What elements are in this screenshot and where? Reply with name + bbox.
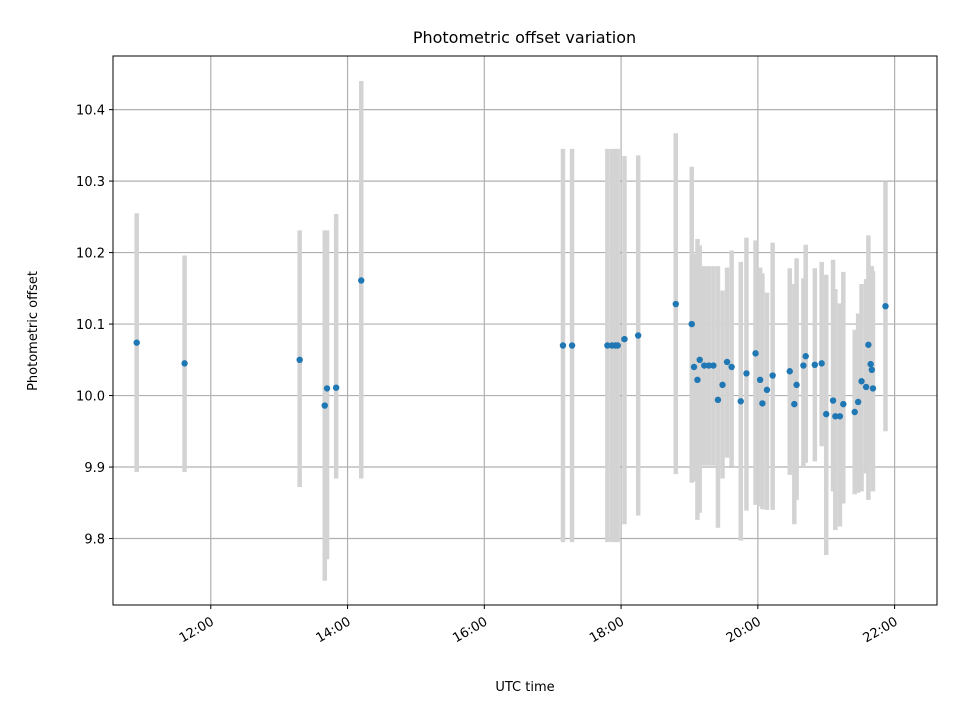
x-tick-label: 18:00 bbox=[587, 614, 627, 646]
data-point bbox=[793, 381, 800, 389]
x-tick-label: 20:00 bbox=[724, 614, 764, 646]
data-point bbox=[769, 372, 776, 379]
data-point bbox=[559, 342, 567, 349]
y-tick-label: 10.1 bbox=[76, 318, 105, 333]
data-point bbox=[714, 396, 722, 404]
y-tick-label: 10.4 bbox=[76, 104, 105, 119]
data-point bbox=[882, 302, 889, 310]
data-point bbox=[858, 378, 865, 385]
x-axis-ticks: 12:00 14:00 16:00 18:00 20:00 22:00 bbox=[177, 605, 901, 646]
data-point bbox=[802, 353, 809, 360]
data-point bbox=[296, 356, 303, 364]
y-tick-label: 10.3 bbox=[76, 175, 105, 190]
data-point bbox=[723, 358, 731, 366]
data-point bbox=[756, 376, 764, 384]
data-point bbox=[800, 362, 807, 369]
y-axis-label: Photometric offset bbox=[26, 271, 41, 391]
y-tick-label: 10.0 bbox=[76, 390, 105, 405]
data-point bbox=[763, 386, 771, 394]
data-point bbox=[823, 410, 830, 418]
data-point bbox=[851, 408, 858, 416]
data-point bbox=[818, 360, 825, 367]
data-point bbox=[710, 362, 717, 369]
x-tick-label: 22:00 bbox=[861, 614, 901, 646]
data-point bbox=[696, 356, 703, 364]
x-axis-label: UTC time bbox=[495, 680, 554, 695]
data-point bbox=[604, 342, 611, 349]
grid-lines bbox=[113, 56, 937, 605]
data-point bbox=[840, 400, 847, 408]
data-point bbox=[752, 350, 759, 357]
data-point bbox=[133, 339, 140, 346]
data-point bbox=[672, 300, 679, 308]
data-point bbox=[358, 277, 365, 284]
data-point bbox=[181, 360, 188, 367]
data-point bbox=[719, 381, 726, 389]
data-point bbox=[865, 341, 872, 348]
y-tick-label: 10.2 bbox=[76, 247, 105, 262]
data-point bbox=[811, 361, 819, 369]
data-point bbox=[705, 362, 713, 369]
data-point bbox=[332, 384, 340, 391]
data-point bbox=[634, 332, 642, 339]
x-tick-label: 16:00 bbox=[450, 614, 490, 646]
data-point bbox=[786, 368, 793, 375]
error-bars bbox=[134, 81, 888, 581]
data-point bbox=[743, 370, 750, 377]
x-tick-label: 14:00 bbox=[314, 614, 354, 646]
data-point bbox=[694, 376, 701, 384]
data-point bbox=[568, 342, 576, 349]
data-point bbox=[832, 413, 839, 420]
data-point bbox=[701, 362, 708, 369]
data-point bbox=[829, 397, 837, 404]
data-point bbox=[854, 398, 862, 406]
data-point bbox=[323, 385, 331, 392]
data-point bbox=[321, 402, 328, 409]
data-points bbox=[133, 277, 889, 420]
data-point bbox=[759, 400, 766, 407]
plot-frame bbox=[112, 55, 938, 606]
data-point bbox=[688, 320, 695, 328]
y-tick-label: 9.9 bbox=[84, 461, 105, 476]
data-point bbox=[690, 363, 698, 371]
data-point bbox=[614, 342, 621, 349]
y-axis-ticks: 9.8 9.9 10.0 10.1 10.2 10.3 10.4 bbox=[76, 104, 113, 548]
data-point bbox=[621, 335, 628, 343]
data-point bbox=[867, 360, 874, 368]
y-tick-label: 9.8 bbox=[84, 533, 105, 548]
data-point bbox=[868, 366, 876, 374]
data-point bbox=[836, 413, 844, 420]
data-point bbox=[791, 400, 798, 408]
x-tick-label: 12:00 bbox=[177, 614, 217, 646]
data-point bbox=[862, 383, 870, 391]
data-point bbox=[728, 363, 735, 371]
chart-title: Photometric offset variation bbox=[413, 28, 636, 47]
data-point bbox=[737, 398, 744, 405]
data-point bbox=[869, 385, 877, 392]
